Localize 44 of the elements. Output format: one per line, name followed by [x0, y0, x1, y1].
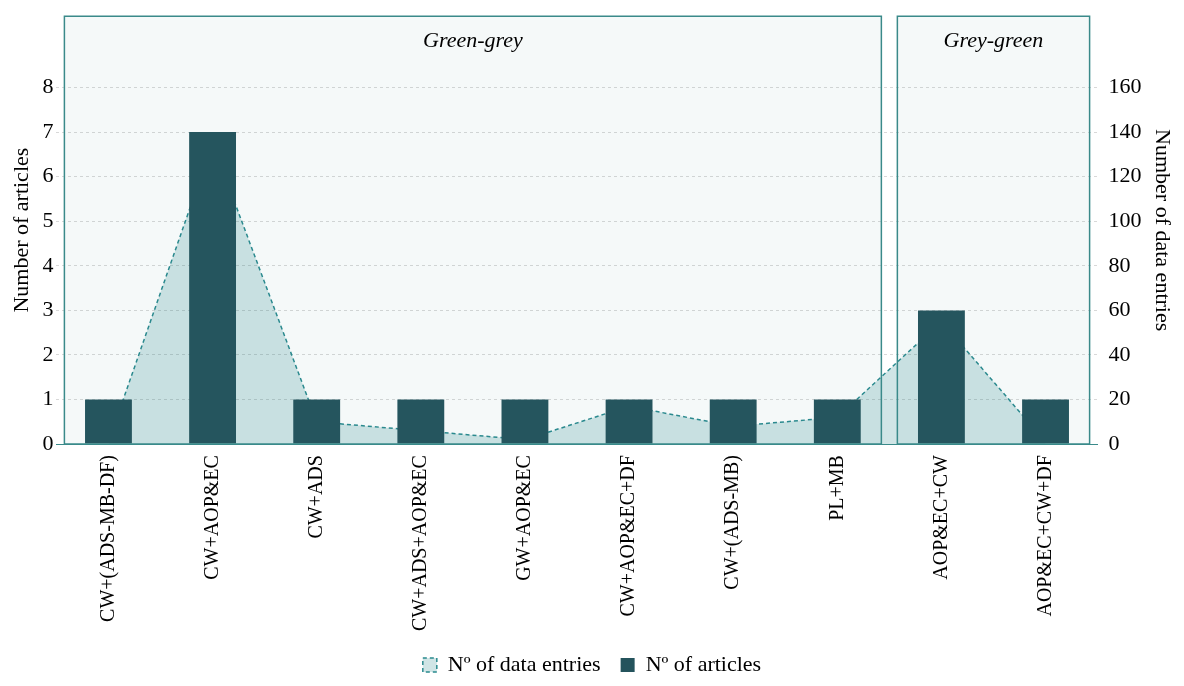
- bar: [397, 399, 445, 444]
- y-tick-label: 2: [42, 340, 54, 366]
- y-tick-label: 1: [42, 385, 54, 411]
- y2-tick-label: 120: [1108, 162, 1142, 188]
- y2-tick-label: 160: [1108, 73, 1142, 99]
- y2-tick-label: 60: [1108, 296, 1131, 322]
- y-tick-label: 7: [42, 117, 54, 143]
- x-tick-label: CW+ADS: [303, 455, 326, 539]
- y-tick-label: 5: [42, 207, 54, 233]
- y-tick-label: 0: [42, 429, 54, 455]
- bar: [813, 399, 861, 444]
- y2-tick-label: 20: [1108, 385, 1131, 411]
- x-tick-label: CW+ADS+AOP&EC: [408, 455, 431, 632]
- legend-label: Nº of data entries: [447, 650, 601, 676]
- y-tick-label: 6: [42, 162, 54, 188]
- y-tick-label: 8: [42, 73, 54, 99]
- x-tick-label: CW+(ADS-MB-DF): [95, 455, 119, 622]
- y-axis-title: Number of articles: [7, 147, 33, 313]
- bar: [1022, 399, 1069, 444]
- y2-tick-label: 0: [1108, 429, 1120, 455]
- y2-axis-title: Number of data entries: [1151, 129, 1177, 332]
- x-tick-label: CW+AOP&EC: [199, 455, 222, 580]
- x-tick-label: AOP&EC+CW+DF: [1032, 455, 1055, 617]
- x-tick-label: AOP&EC+CW: [928, 454, 951, 580]
- x-tick-label: CW+(ADS-MB): [720, 455, 744, 590]
- legend-label: Nº of articles: [645, 650, 762, 676]
- y-tick-label: 3: [42, 296, 54, 322]
- bar: [189, 132, 237, 444]
- bar: [293, 399, 341, 444]
- y2-tick-label: 80: [1108, 251, 1131, 277]
- bar: [501, 399, 549, 444]
- bar: [605, 399, 653, 444]
- y-tick-label: 4: [42, 251, 54, 277]
- bar: [917, 310, 965, 444]
- bar: [85, 399, 132, 444]
- y2-tick-label: 100: [1108, 207, 1142, 233]
- x-tick-label: GW+AOP&EC: [512, 455, 535, 581]
- band-label: Green-grey: [423, 26, 523, 52]
- bar: [709, 399, 757, 444]
- x-tick-label: CW+AOP&EC+DF: [616, 455, 639, 617]
- y2-tick-label: 140: [1108, 117, 1142, 143]
- x-tick-label: PL+MB: [824, 455, 847, 521]
- band-label: Grey-green: [943, 26, 1044, 52]
- y2-tick-label: 40: [1108, 340, 1131, 366]
